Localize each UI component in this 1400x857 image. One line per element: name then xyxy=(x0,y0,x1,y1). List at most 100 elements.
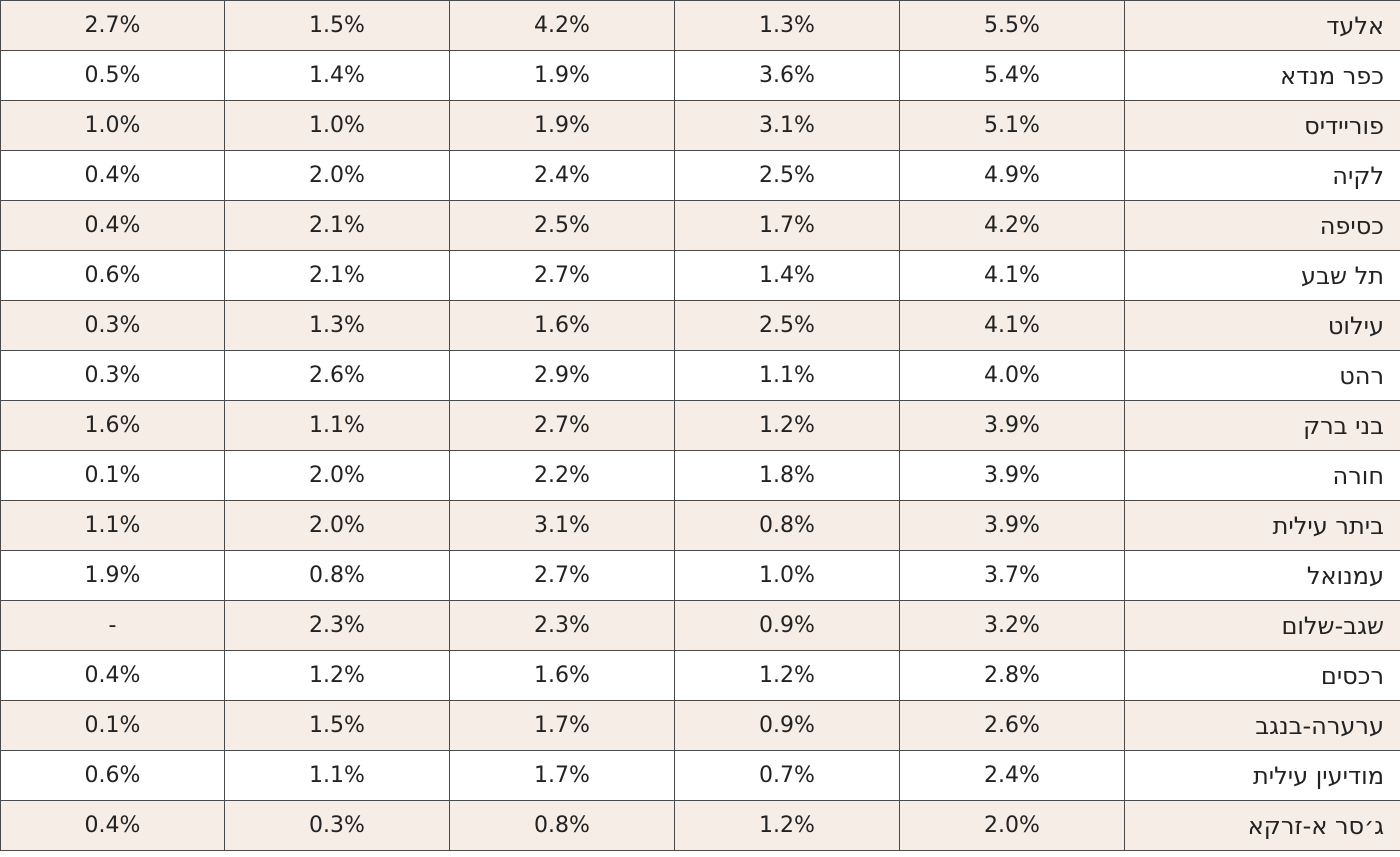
percent-cell: 0.1% xyxy=(0,450,225,501)
percent-cell: 0.8% xyxy=(449,800,675,851)
percent-cell: 4.2% xyxy=(449,0,675,51)
percent-cell: 3.9% xyxy=(899,400,1125,451)
percent-cell: 0.6% xyxy=(0,750,225,801)
percent-cell: 4.9% xyxy=(899,150,1125,201)
percent-cell: 1.2% xyxy=(674,650,900,701)
percent-cell: 0.8% xyxy=(674,500,900,551)
locality-name-cell: שגב-שלום xyxy=(1124,600,1400,651)
table-row: פוריידיס 5.1% 3.1% 1.9% 1.0% 1.0% xyxy=(0,100,1400,151)
percent-cell: 2.3% xyxy=(449,600,675,651)
percent-cell: 3.9% xyxy=(899,500,1125,551)
percent-cell: 3.2% xyxy=(899,600,1125,651)
percent-cell: 0.1% xyxy=(0,700,225,751)
percent-cell: 2.0% xyxy=(224,450,450,501)
percent-cell: 4.1% xyxy=(899,300,1125,351)
percent-cell: 1.1% xyxy=(224,400,450,451)
percent-cell: 1.2% xyxy=(674,400,900,451)
locality-name-cell: כפר מנדא xyxy=(1124,50,1400,101)
percent-cell: 0.3% xyxy=(0,300,225,351)
percent-cell: 2.5% xyxy=(674,300,900,351)
percent-cell: 2.9% xyxy=(449,350,675,401)
percent-cell: 1.3% xyxy=(674,0,900,51)
percent-cell: 2.7% xyxy=(449,250,675,301)
table-row: כפר מנדא 5.4% 3.6% 1.9% 1.4% 0.5% xyxy=(0,50,1400,101)
percent-cell: 3.7% xyxy=(899,550,1125,601)
percent-cell: 0.4% xyxy=(0,200,225,251)
locality-name-cell: רכסים xyxy=(1124,650,1400,701)
percent-cell: 1.1% xyxy=(674,350,900,401)
percent-cell: 2.0% xyxy=(224,150,450,201)
locality-name-cell: לקיה xyxy=(1124,150,1400,201)
percent-cell: 4.0% xyxy=(899,350,1125,401)
percent-cell: 2.1% xyxy=(224,200,450,251)
table-row: ג׳סר א-זרקא 2.0% 1.2% 0.8% 0.3% 0.4% xyxy=(0,800,1400,851)
percent-cell: 2.2% xyxy=(449,450,675,501)
percent-cell: 1.4% xyxy=(224,50,450,101)
percent-cell: 0.5% xyxy=(0,50,225,101)
percent-cell: 0.4% xyxy=(0,150,225,201)
table-row: כסיפה 4.2% 1.7% 2.5% 2.1% 0.4% xyxy=(0,200,1400,251)
percent-cell: 2.5% xyxy=(449,200,675,251)
percent-cell: 1.5% xyxy=(224,0,450,51)
percent-cell: 3.9% xyxy=(899,450,1125,501)
percent-cell: 1.0% xyxy=(224,100,450,151)
percent-cell: 2.6% xyxy=(224,350,450,401)
locality-name-cell: ביתר עילית xyxy=(1124,500,1400,551)
percent-cell: 1.6% xyxy=(449,300,675,351)
percent-cell: 5.4% xyxy=(899,50,1125,101)
table-row: מודיעין עילית 2.4% 0.7% 1.7% 1.1% 0.6% xyxy=(0,750,1400,801)
percent-cell: 1.9% xyxy=(449,50,675,101)
locality-name-cell: תל שבע xyxy=(1124,250,1400,301)
table-row: רהט 4.0% 1.1% 2.9% 2.6% 0.3% xyxy=(0,350,1400,401)
percent-cell: 3.1% xyxy=(449,500,675,551)
locality-name-cell: ג׳סר א-זרקא xyxy=(1124,800,1400,851)
table-row: עילוט 4.1% 2.5% 1.6% 1.3% 0.3% xyxy=(0,300,1400,351)
percent-cell: 1.1% xyxy=(224,750,450,801)
percent-cell: 1.9% xyxy=(0,550,225,601)
percent-cell: 0.7% xyxy=(674,750,900,801)
percent-cell: 3.6% xyxy=(674,50,900,101)
locality-name-cell: חורה xyxy=(1124,450,1400,501)
percent-cell: 2.0% xyxy=(224,500,450,551)
table-row: רכסים 2.8% 1.2% 1.6% 1.2% 0.4% xyxy=(0,650,1400,701)
percent-cell: 1.2% xyxy=(674,800,900,851)
percent-cell: 2.0% xyxy=(899,800,1125,851)
percent-cell: 2.7% xyxy=(449,550,675,601)
table-row: אלעד 5.5% 1.3% 4.2% 1.5% 2.7% xyxy=(0,0,1400,51)
percent-cell: 2.8% xyxy=(899,650,1125,701)
percent-cell: 1.5% xyxy=(224,700,450,751)
percent-cell: 0.4% xyxy=(0,800,225,851)
percent-cell: 2.1% xyxy=(224,250,450,301)
table-row: ערערה-בנגב 2.6% 0.9% 1.7% 1.5% 0.1% xyxy=(0,700,1400,751)
locality-name-cell: פוריידיס xyxy=(1124,100,1400,151)
locality-name-cell: עילוט xyxy=(1124,300,1400,351)
percent-cell: 1.9% xyxy=(449,100,675,151)
percent-cell: 2.7% xyxy=(449,400,675,451)
table-row: בני ברק 3.9% 1.2% 2.7% 1.1% 1.6% xyxy=(0,400,1400,451)
percent-cell: - xyxy=(0,600,225,651)
percent-cell: 2.4% xyxy=(449,150,675,201)
locality-name-cell: בני ברק xyxy=(1124,400,1400,451)
percent-cell: 1.6% xyxy=(449,650,675,701)
percent-cell: 1.3% xyxy=(224,300,450,351)
locality-name-cell: רהט xyxy=(1124,350,1400,401)
percent-cell: 0.6% xyxy=(0,250,225,301)
percent-cell: 1.7% xyxy=(674,200,900,251)
table-row: לקיה 4.9% 2.5% 2.4% 2.0% 0.4% xyxy=(0,150,1400,201)
percent-cell: 0.9% xyxy=(674,600,900,651)
percent-cell: 0.4% xyxy=(0,650,225,701)
locality-name-cell: מודיעין עילית xyxy=(1124,750,1400,801)
percent-cell: 5.1% xyxy=(899,100,1125,151)
table-row: עמנואל 3.7% 1.0% 2.7% 0.8% 1.9% xyxy=(0,550,1400,601)
locality-name-cell: ערערה-בנגב xyxy=(1124,700,1400,751)
percent-cell: 1.7% xyxy=(449,700,675,751)
percent-cell: 0.3% xyxy=(224,800,450,851)
percent-cell: 4.1% xyxy=(899,250,1125,301)
table-row: ביתר עילית 3.9% 0.8% 3.1% 2.0% 1.1% xyxy=(0,500,1400,551)
percent-cell: 2.5% xyxy=(674,150,900,201)
percent-cell: 2.7% xyxy=(0,0,225,51)
percent-cell: 1.1% xyxy=(0,500,225,551)
